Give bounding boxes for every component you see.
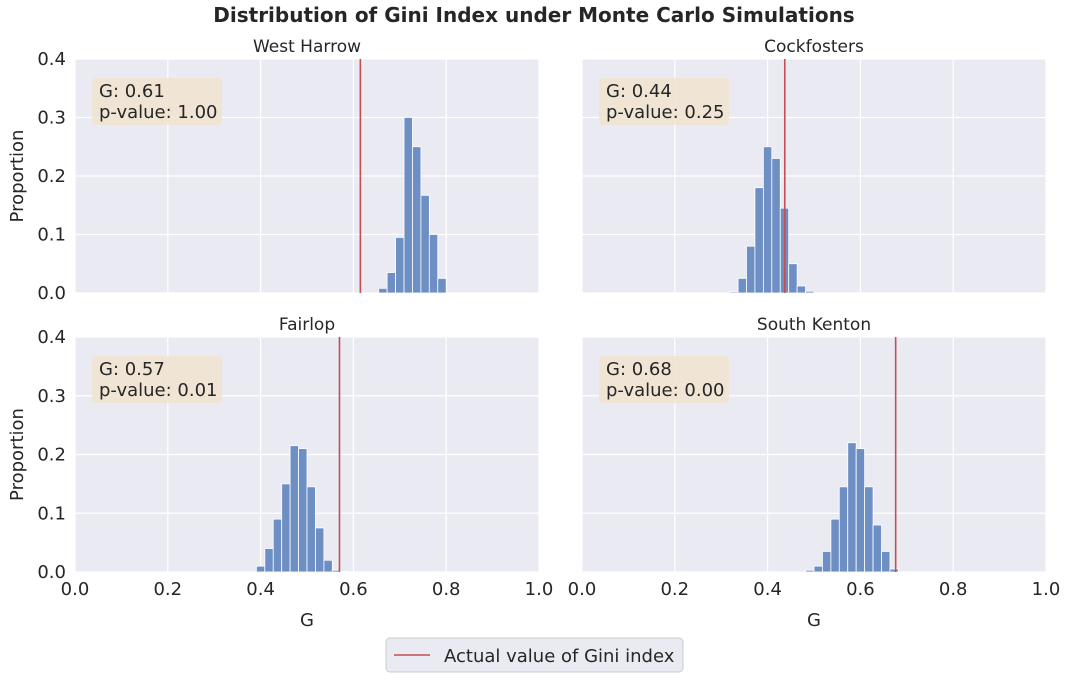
- legend-label: Actual value of Gini index: [444, 646, 675, 667]
- histogram-bar: [762, 146, 773, 294]
- histogram-bar: [378, 287, 388, 294]
- histogram-bar: [889, 568, 899, 573]
- y-tick-label: 0.2: [37, 166, 66, 187]
- histogram-bar: [386, 272, 396, 294]
- y-tick-label: 0.0: [37, 562, 66, 583]
- histogram-bar: [746, 245, 756, 294]
- histogram-bar: [403, 117, 413, 294]
- histogram-bar: [729, 291, 739, 294]
- histogram-bar: [813, 565, 823, 573]
- histogram-bar: [847, 442, 857, 573]
- histogram-bar: [788, 263, 798, 294]
- x-axis-label: G: [300, 610, 314, 631]
- histogram-bar: [864, 486, 874, 573]
- subplot-title: West Harrow: [253, 37, 361, 57]
- legend: Actual value of Gini index: [385, 637, 684, 673]
- x-tick-label: 1.0: [1032, 579, 1061, 600]
- x-tick-label: 0.4: [246, 579, 275, 600]
- histogram-bar: [872, 524, 882, 573]
- annotation-p-value: p-value: 0.25: [606, 102, 724, 123]
- y-tick-label: 0.4: [37, 49, 66, 70]
- y-axis-label: Proportion: [7, 408, 28, 501]
- annotation-box: [599, 78, 729, 125]
- histogram-bar: [395, 237, 405, 294]
- histogram-bar: [412, 146, 422, 294]
- histogram-bar: [255, 565, 266, 573]
- y-tick-label: 0.1: [37, 503, 66, 524]
- x-tick-label: 0.0: [61, 579, 90, 600]
- annotation-box: [599, 356, 729, 403]
- y-tick-label: 0.3: [37, 108, 66, 129]
- histogram-bar: [306, 486, 316, 573]
- x-tick-label: 0.8: [432, 579, 461, 600]
- annotation-p-value: p-value: 1.00: [99, 102, 217, 123]
- histogram-bar: [264, 548, 274, 573]
- annotation-p-value: p-value: 0.00: [606, 380, 724, 401]
- histogram-bar: [420, 194, 430, 294]
- histogram-bar: [323, 559, 333, 573]
- annotation-g-value: G: 0.61: [99, 81, 165, 102]
- y-tick-label: 0.1: [37, 225, 66, 246]
- subplot-title: Fairlop: [279, 315, 335, 335]
- y-tick-label: 0.4: [37, 327, 66, 348]
- histogram-bar: [281, 483, 291, 573]
- panels: G: 0.61p-value: 1.00 West Harrow 0.0 0.1 0.2…: [7, 37, 1060, 631]
- x-tick-label: 0.6: [846, 579, 875, 600]
- annotation-g-value: G: 0.68: [606, 359, 672, 380]
- histogram-bar: [855, 448, 866, 573]
- histogram-bar: [838, 486, 849, 573]
- histogram-bar: [272, 518, 283, 573]
- legend-box: [385, 637, 684, 673]
- x-tick-label: 0.4: [753, 579, 782, 600]
- x-tick-label: 1.0: [525, 579, 554, 600]
- x-axis-label: G: [807, 610, 821, 631]
- histogram-bar: [822, 551, 832, 573]
- annotation-box: [92, 78, 222, 125]
- x-tick-label: 0.0: [568, 579, 597, 600]
- histogram-bar: [298, 448, 308, 573]
- histogram-bar: [428, 234, 439, 294]
- histogram-bar: [289, 445, 299, 573]
- x-tick-label: 0.6: [339, 579, 368, 600]
- annotation-box: [92, 356, 222, 403]
- y-tick-label: 0.3: [37, 386, 66, 407]
- x-tick-label: 0.2: [153, 579, 182, 600]
- figure-title: Distribution of Gini Index under Monte C…: [213, 3, 854, 27]
- annotation-p-value: p-value: 0.01: [99, 380, 217, 401]
- subplot-title: South Kenton: [757, 315, 871, 335]
- histogram-bar: [737, 277, 747, 294]
- subplot-3: G: 0.57p-value: 0.01 Fairlop 0.0 0.1 0.2 0.3 0…: [7, 315, 553, 631]
- subplot-4: G: 0.68p-value: 0.00 South Kenton 0.0 0.2 0.…: [568, 315, 1061, 631]
- histogram-bar: [771, 158, 781, 294]
- histogram-bar: [315, 527, 325, 573]
- histogram-bar: [881, 551, 891, 573]
- x-tick-label: 0.2: [660, 579, 689, 600]
- subplot-title: Cockfosters: [764, 37, 864, 57]
- subplot-1: G: 0.61p-value: 1.00 West Harrow 0.0 0.1 0.2…: [7, 37, 540, 304]
- histogram-bar: [830, 518, 840, 573]
- x-tick-label: 0.8: [939, 579, 968, 600]
- histogram-bar: [805, 290, 815, 294]
- histogram-bar: [754, 187, 764, 294]
- y-axis-label: Proportion: [7, 130, 28, 223]
- annotation-g-value: G: 0.57: [99, 359, 165, 380]
- subplot-2: G: 0.44p-value: 0.25 Cockfosters: [581, 37, 1047, 294]
- y-tick-label: 0.2: [37, 445, 66, 466]
- annotation-g-value: G: 0.44: [606, 81, 672, 102]
- y-tick-label: 0.0: [37, 283, 66, 304]
- histogram-bar: [796, 285, 806, 294]
- histogram-bar: [437, 277, 447, 294]
- histogram-bar: [340, 571, 350, 573]
- histogram-bar: [805, 569, 815, 573]
